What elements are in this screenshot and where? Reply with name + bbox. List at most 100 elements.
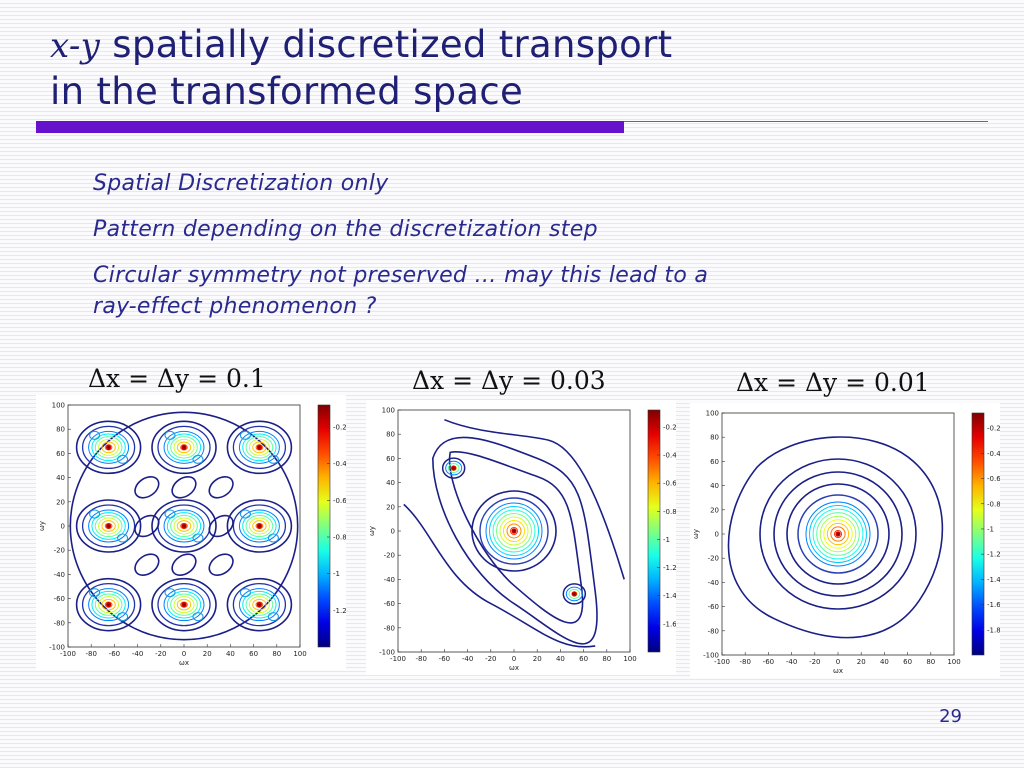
contour-plot-3: -100 -80 -60 -40 -20 0 20 40 60 80 100 100 80 60 40 20 0… (690, 403, 1000, 678)
colorbar (317, 404, 331, 648)
plot-svg: -100 -80 -60 -40 -20 0 20 40 60 80 100 100 80 60 40 20 0… (368, 407, 676, 673)
colorbar-tick-label: -0.6 (987, 475, 1000, 483)
y-tick-label: 80 (386, 431, 395, 439)
plot-3-label: Δx = Δy = 0.01 (736, 368, 930, 397)
x-tick-label: -80 (85, 650, 96, 658)
x-axis-label: ωx (509, 664, 519, 672)
y-axis-label: ωy (38, 521, 46, 531)
contour-plot-1: -100 -80 -60 -40 -20 0 20 40 60 80 100 100 80 60 40 20 0… (36, 395, 346, 670)
colorbar-tick-label: -1.8 (987, 626, 1000, 634)
colorbar (971, 412, 985, 656)
page-number: 29 (939, 706, 962, 727)
x-tick-label: -100 (714, 658, 730, 666)
y-tick-label: 100 (706, 410, 719, 418)
plot-1-label: Δx = Δy = 0.1 (88, 364, 266, 393)
x-tick-label: 80 (272, 650, 281, 658)
y-tick-label: 0 (715, 531, 719, 539)
x-axis-label: ωx (833, 667, 843, 675)
title-divider-line (624, 121, 988, 122)
colorbar-tick-label: -1.6 (987, 601, 1000, 609)
y-tick-label: -20 (54, 547, 65, 555)
x-tick-label: 100 (623, 655, 636, 663)
x-axis-label: ωx (179, 659, 189, 667)
x-tick-label: -20 (155, 650, 166, 658)
x-tick-label: -80 (739, 658, 750, 666)
colorbar-tick-label: -0.6 (333, 497, 346, 505)
x-tick-label: 80 (926, 658, 935, 666)
y-tick-label: -100 (379, 649, 395, 657)
title-variable: x-y (50, 26, 101, 66)
x-tick-label: -80 (415, 655, 426, 663)
y-tick-label: 40 (710, 482, 719, 490)
y-tick-label: -60 (384, 600, 395, 608)
colorbar-tick-label: -1.4 (663, 592, 676, 600)
colorbar-tick-label: -1 (987, 525, 994, 533)
plot-2-label: Δx = Δy = 0.03 (412, 366, 606, 395)
y-tick-label: -20 (708, 555, 719, 563)
x-tick-label: -60 (109, 650, 120, 658)
colorbar-tick-label: -0.8 (663, 508, 676, 516)
y-tick-label: -80 (54, 619, 65, 627)
x-tick-label: -60 (763, 658, 774, 666)
x-tick-label: -20 (485, 655, 496, 663)
y-tick-label: -20 (384, 552, 395, 560)
x-tick-label: -20 (809, 658, 820, 666)
y-tick-label: 100 (382, 407, 395, 415)
x-tick-label: -100 (60, 650, 76, 658)
colorbar-tick-label: -0.8 (333, 534, 346, 542)
x-tick-label: 40 (556, 655, 565, 663)
colorbar-tick-label: -0.2 (333, 424, 346, 432)
colorbar-tick-label: -1.2 (987, 551, 1000, 559)
y-tick-label: -60 (708, 603, 719, 611)
colorbar-tick-label: -0.2 (663, 423, 676, 431)
y-tick-label: 80 (710, 434, 719, 442)
colorbar-tick-label: -0.2 (987, 425, 1000, 433)
y-tick-label: -40 (384, 576, 395, 584)
colorbar (647, 409, 661, 653)
colorbar-tick-label: -1 (333, 570, 340, 578)
colorbar-tick-label: -0.6 (663, 480, 676, 488)
y-tick-label: 20 (56, 498, 65, 506)
y-tick-label: 60 (710, 458, 719, 466)
x-tick-label: 0 (182, 650, 186, 658)
y-tick-label: 80 (56, 426, 65, 434)
x-tick-label: 20 (203, 650, 212, 658)
plot-svg: -100 -80 -60 -40 -20 0 20 40 60 80 100 100 80 60 40 20 0… (692, 410, 1000, 676)
x-tick-label: -40 (132, 650, 143, 658)
x-tick-label: -40 (786, 658, 797, 666)
x-tick-label: 100 (947, 658, 960, 666)
colorbar-tick-label: -1.2 (333, 607, 346, 615)
x-tick-label: 20 (533, 655, 542, 663)
y-tick-label: 20 (710, 506, 719, 514)
x-tick-label: 60 (903, 658, 912, 666)
x-tick-label: -40 (462, 655, 473, 663)
y-tick-label: -40 (708, 579, 719, 587)
colorbar-tick-label: -1.6 (663, 620, 676, 628)
title-line-2: in the transformed space (50, 70, 524, 113)
colorbar-tick-label: -0.8 (987, 500, 1000, 508)
bullet-item: Pattern depending on the discretization … (93, 217, 598, 242)
y-tick-label: 60 (386, 455, 395, 463)
y-tick-label: -80 (708, 627, 719, 635)
x-tick-label: -60 (439, 655, 450, 663)
x-tick-label: 40 (880, 658, 889, 666)
x-tick-label: -100 (390, 655, 406, 663)
contour-plot-2: -100 -80 -60 -40 -20 0 20 40 60 80 100 100 80 60 40 20 0… (366, 400, 676, 675)
colorbar-tick-label: -0.4 (333, 460, 346, 468)
x-tick-label: 20 (857, 658, 866, 666)
plot-svg: -100 -80 -60 -40 -20 0 20 40 60 80 100 100 80 60 40 20 0… (38, 402, 346, 668)
y-tick-label: 0 (391, 528, 395, 536)
colorbar-tick-label: -0.4 (987, 450, 1000, 458)
y-tick-label: -40 (54, 571, 65, 579)
x-tick-label: 40 (226, 650, 235, 658)
y-tick-label: 40 (386, 479, 395, 487)
y-tick-label: -100 (49, 644, 65, 652)
colorbar-tick-label: -1.4 (987, 576, 1000, 584)
x-tick-label: 60 (579, 655, 588, 663)
y-tick-label: 20 (386, 503, 395, 511)
y-tick-label: -60 (54, 595, 65, 603)
y-tick-label: 60 (56, 450, 65, 458)
x-tick-label: 80 (602, 655, 611, 663)
y-tick-label: -100 (703, 652, 719, 660)
y-axis-label: ωy (368, 526, 376, 536)
